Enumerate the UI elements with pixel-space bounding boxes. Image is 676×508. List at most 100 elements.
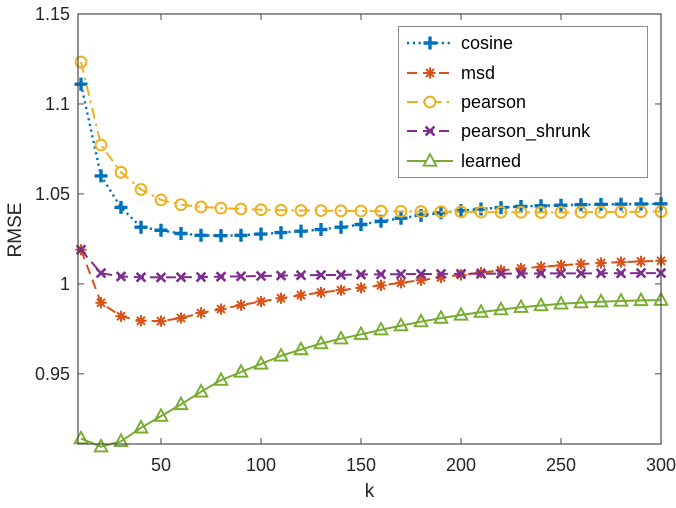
plus-marker — [334, 220, 348, 234]
legend-line-sample — [407, 151, 453, 167]
asterisk-marker — [135, 315, 147, 327]
triangle-up-marker — [593, 292, 609, 308]
plus-marker — [423, 36, 437, 50]
plus-marker — [274, 226, 288, 240]
x-marker — [115, 271, 127, 282]
triangle-up-marker — [473, 303, 489, 318]
x-marker — [395, 268, 407, 280]
x-marker — [135, 271, 147, 283]
plus-marker — [394, 211, 408, 225]
x-marker — [235, 270, 247, 282]
x-marker — [555, 268, 567, 279]
legend-item-learned: learned — [406, 148, 647, 174]
series-line-learned — [80, 299, 662, 448]
plus-marker — [114, 200, 128, 214]
triangle-up-marker — [173, 395, 189, 411]
circle-marker — [294, 204, 308, 217]
x-axis-label: k — [364, 481, 375, 502]
triangle-up-marker — [553, 295, 569, 310]
asterisk-marker — [115, 310, 127, 322]
circle-marker — [474, 205, 488, 219]
triangle-up-marker — [233, 363, 249, 378]
asterisk-marker — [415, 274, 427, 286]
circle-marker — [454, 205, 468, 219]
x-marker — [455, 268, 467, 280]
circle-marker — [514, 205, 528, 219]
legend-item-pearson: pearson — [406, 89, 647, 115]
legend-line-sample — [407, 67, 453, 79]
triangle-up-marker — [73, 429, 89, 445]
plus-marker — [234, 228, 248, 242]
asterisk-marker — [555, 259, 567, 271]
circle-marker — [423, 95, 437, 109]
y-tick-label: 1 — [60, 274, 70, 294]
triangle-up-marker — [113, 432, 129, 447]
x-marker — [515, 268, 527, 279]
triangle-up-marker — [253, 355, 269, 370]
triangle-up-marker — [373, 320, 389, 336]
asterisk-marker — [424, 67, 436, 79]
triangle-up-marker — [493, 300, 509, 316]
circle-marker — [394, 204, 408, 218]
circle-marker — [574, 205, 588, 219]
y-tick-label: 0.95 — [35, 364, 70, 384]
x-marker — [255, 270, 267, 282]
x-marker — [275, 270, 287, 281]
y-axis-label: RMSE — [5, 202, 26, 258]
triangle-up-marker — [293, 340, 309, 356]
x-tick-label: 100 — [246, 455, 276, 475]
circle-marker — [234, 202, 248, 216]
asterisk-marker — [275, 292, 287, 304]
legend: cosine msd pearson pearson_shrunk learned — [398, 26, 648, 178]
circle-marker — [354, 204, 368, 218]
circle-marker — [414, 205, 428, 218]
triangle-up-marker — [213, 371, 229, 386]
x-tick-label: 150 — [346, 455, 376, 475]
asterisk-marker — [495, 264, 507, 276]
asterisk-marker — [195, 307, 207, 319]
x-marker — [424, 125, 436, 137]
asterisk-marker — [435, 271, 447, 283]
triangle-up-marker — [422, 151, 438, 167]
circle-marker — [594, 205, 608, 219]
circle-marker — [134, 183, 148, 196]
triangle-up-marker — [353, 325, 369, 340]
triangle-up-marker — [433, 309, 449, 324]
plus-marker — [154, 223, 168, 237]
circle-marker — [214, 201, 228, 215]
asterisk-marker — [575, 258, 587, 270]
x-marker — [535, 268, 547, 279]
triangle-up-marker — [273, 347, 289, 362]
circle-marker — [114, 165, 128, 179]
x-marker — [195, 271, 207, 283]
x-marker — [635, 267, 647, 279]
triangle-up-marker — [193, 383, 209, 398]
x-tick-label: 250 — [546, 455, 576, 475]
x-tick-label: 200 — [446, 455, 476, 475]
triangle-up-marker — [513, 298, 529, 313]
x-marker — [315, 269, 327, 281]
asterisk-marker — [635, 255, 647, 267]
x-marker — [355, 269, 367, 280]
asterisk-marker — [175, 312, 187, 324]
legend-item-pearson_shrunk: pearson_shrunk — [406, 118, 647, 144]
y-tick-label: 1.15 — [35, 4, 70, 24]
x-marker — [415, 268, 427, 280]
triangle-up-marker — [313, 334, 329, 350]
x-marker — [615, 267, 627, 279]
triangle-up-marker — [633, 291, 649, 307]
circle-marker — [374, 204, 388, 218]
legend-label-pearson: pearson — [461, 91, 527, 112]
circle-marker — [314, 204, 328, 218]
plus-marker — [174, 226, 188, 240]
plus-marker — [614, 197, 628, 211]
circle-marker — [334, 204, 348, 218]
circle-marker — [554, 206, 568, 219]
series-markers-msd — [75, 244, 667, 327]
plus-marker — [134, 220, 148, 234]
circle-marker — [94, 138, 108, 152]
x-marker — [495, 268, 507, 279]
series-line-pearson_shrunk — [80, 249, 661, 279]
circle-marker — [254, 203, 268, 217]
